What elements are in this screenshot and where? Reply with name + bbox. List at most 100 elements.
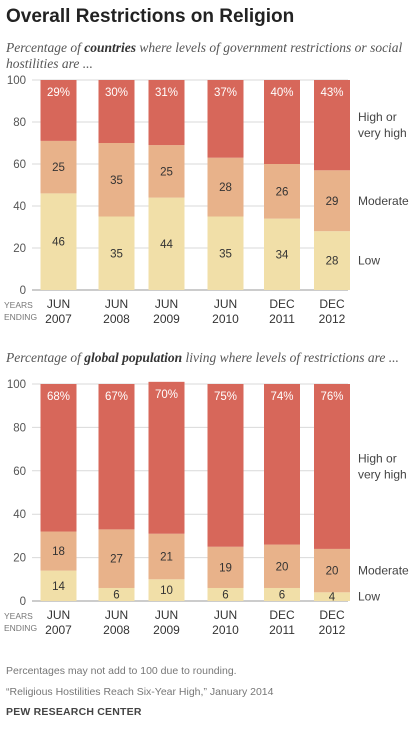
data-label-moderate: 20	[276, 561, 289, 573]
data-label-high: 37%	[214, 87, 237, 99]
axis-prefix-label: YEARS	[4, 611, 33, 621]
x-tick-label: 2007	[45, 623, 72, 637]
x-tick-label: 2010	[212, 312, 239, 326]
series-label-low: Low	[358, 254, 380, 268]
y-tick-label: 40	[13, 201, 26, 213]
bar-low	[207, 216, 244, 290]
x-tick-label: JUN	[105, 608, 128, 622]
data-label-moderate: 19	[219, 562, 232, 574]
x-tick-label: 2007	[45, 312, 72, 326]
data-label-moderate: 21	[160, 552, 173, 564]
subtitle-2-emphasis: global population	[84, 350, 183, 365]
bar-low	[148, 579, 185, 601]
data-label-moderate: 18	[52, 546, 65, 558]
y-tick-label: 0	[20, 285, 26, 297]
series-label-moderate: Moderate	[358, 194, 409, 208]
series-label-low: Low	[358, 590, 380, 604]
data-label-moderate: 25	[160, 166, 173, 178]
bar-high	[264, 384, 300, 545]
page-title: Overall Restrictions on Religion	[6, 6, 295, 27]
bar-moderate	[314, 170, 350, 232]
data-label-low: 10	[160, 585, 173, 597]
y-tick-label: 80	[13, 117, 26, 129]
y-tick-label: 80	[13, 422, 26, 434]
x-tick-label: DEC	[269, 297, 295, 311]
bar-high	[207, 384, 244, 547]
data-label-high: 31%	[155, 87, 178, 99]
bar-low	[98, 216, 135, 290]
data-label-moderate: 25	[52, 162, 65, 174]
axis-prefix-label: ENDING	[4, 312, 37, 322]
x-tick-label: DEC	[319, 608, 345, 622]
y-tick-label: 100	[7, 379, 26, 391]
data-label-moderate: 27	[110, 554, 123, 566]
x-tick-label: 2009	[153, 312, 180, 326]
bar-high	[264, 80, 300, 164]
bar-moderate	[98, 529, 135, 588]
x-tick-label: DEC	[269, 608, 295, 622]
subtitle-1-pre: Percentage of	[6, 40, 85, 55]
subtitle-2-pre: Percentage of	[6, 350, 85, 365]
x-tick-label: 2012	[319, 623, 346, 637]
x-tick-label: JUN	[214, 297, 237, 311]
data-label-high: 75%	[214, 391, 237, 403]
bar-low	[148, 197, 185, 290]
x-tick-label: 2008	[103, 623, 130, 637]
data-label-moderate: 29	[326, 196, 339, 208]
bar-moderate	[98, 143, 135, 217]
data-label-low: 6	[113, 589, 119, 601]
data-label-high: 29%	[47, 87, 70, 99]
x-tick-label: JUN	[214, 608, 237, 622]
x-tick-label: 2009	[153, 623, 180, 637]
subtitle-2-post: living where levels of restrictions are …	[182, 350, 399, 365]
data-label-high: 74%	[270, 391, 293, 403]
x-tick-label: JUN	[155, 608, 178, 622]
bar-moderate	[207, 157, 244, 217]
data-label-moderate: 26	[276, 186, 289, 198]
chart-countries: 0 20 40 60 80 100 46 25 29% 35 35 30% 44 25 31% 35 28 37%…	[4, 75, 409, 326]
bar-high	[207, 80, 244, 158]
y-tick-label: 60	[13, 466, 26, 478]
x-tick-label: 2011	[269, 623, 295, 637]
data-label-low: 6	[279, 589, 285, 601]
data-label-high: 70%	[155, 389, 178, 401]
series-label-moderate: Moderate	[358, 564, 409, 578]
bar-low	[314, 592, 350, 601]
series-label-high: very high	[358, 126, 407, 140]
axis-prefix-label: YEARS	[4, 300, 33, 310]
bar-low	[207, 587, 244, 601]
bar-moderate	[40, 140, 77, 194]
data-label-high: 30%	[105, 87, 128, 99]
subtitle-1-emphasis: countries	[84, 40, 136, 55]
chart-global-population: 0 20 40 60 80 100 14 18 68% 6 27 67% 10 21 70% 6 19 75% 6 2…	[4, 379, 409, 637]
y-tick-label: 20	[13, 243, 26, 255]
bar-low	[40, 193, 77, 290]
organization-credit: PEW RESEARCH CENTER	[6, 706, 142, 718]
x-tick-label: 2010	[212, 623, 239, 637]
x-tick-label: JUN	[155, 297, 178, 311]
bar-moderate	[40, 531, 77, 571]
data-label-low: 35	[110, 248, 123, 260]
data-label-moderate: 20	[326, 566, 339, 578]
data-label-low: 34	[276, 249, 289, 261]
bar-low	[40, 570, 77, 601]
bar-high	[40, 384, 77, 532]
bar-high	[40, 80, 77, 141]
bar-high	[314, 384, 350, 549]
data-label-moderate: 35	[110, 175, 123, 187]
bar-low	[98, 587, 135, 601]
subtitle-1-post: where levels of government restrictions …	[6, 40, 403, 71]
data-label-low: 44	[160, 239, 173, 251]
data-label-low: 35	[219, 248, 232, 260]
data-label-high: 67%	[105, 391, 128, 403]
source-note: “Religious Hostilities Reach Six-Year Hi…	[6, 686, 274, 698]
bar-moderate	[264, 164, 300, 219]
data-label-low: 6	[222, 589, 228, 601]
y-tick-label: 60	[13, 159, 26, 171]
bar-low	[264, 218, 300, 290]
series-label-high: High or	[358, 110, 397, 124]
bar-high	[148, 381, 185, 534]
y-tick-label: 40	[13, 509, 26, 521]
bar-low	[264, 587, 300, 601]
x-tick-label: 2012	[319, 312, 346, 326]
